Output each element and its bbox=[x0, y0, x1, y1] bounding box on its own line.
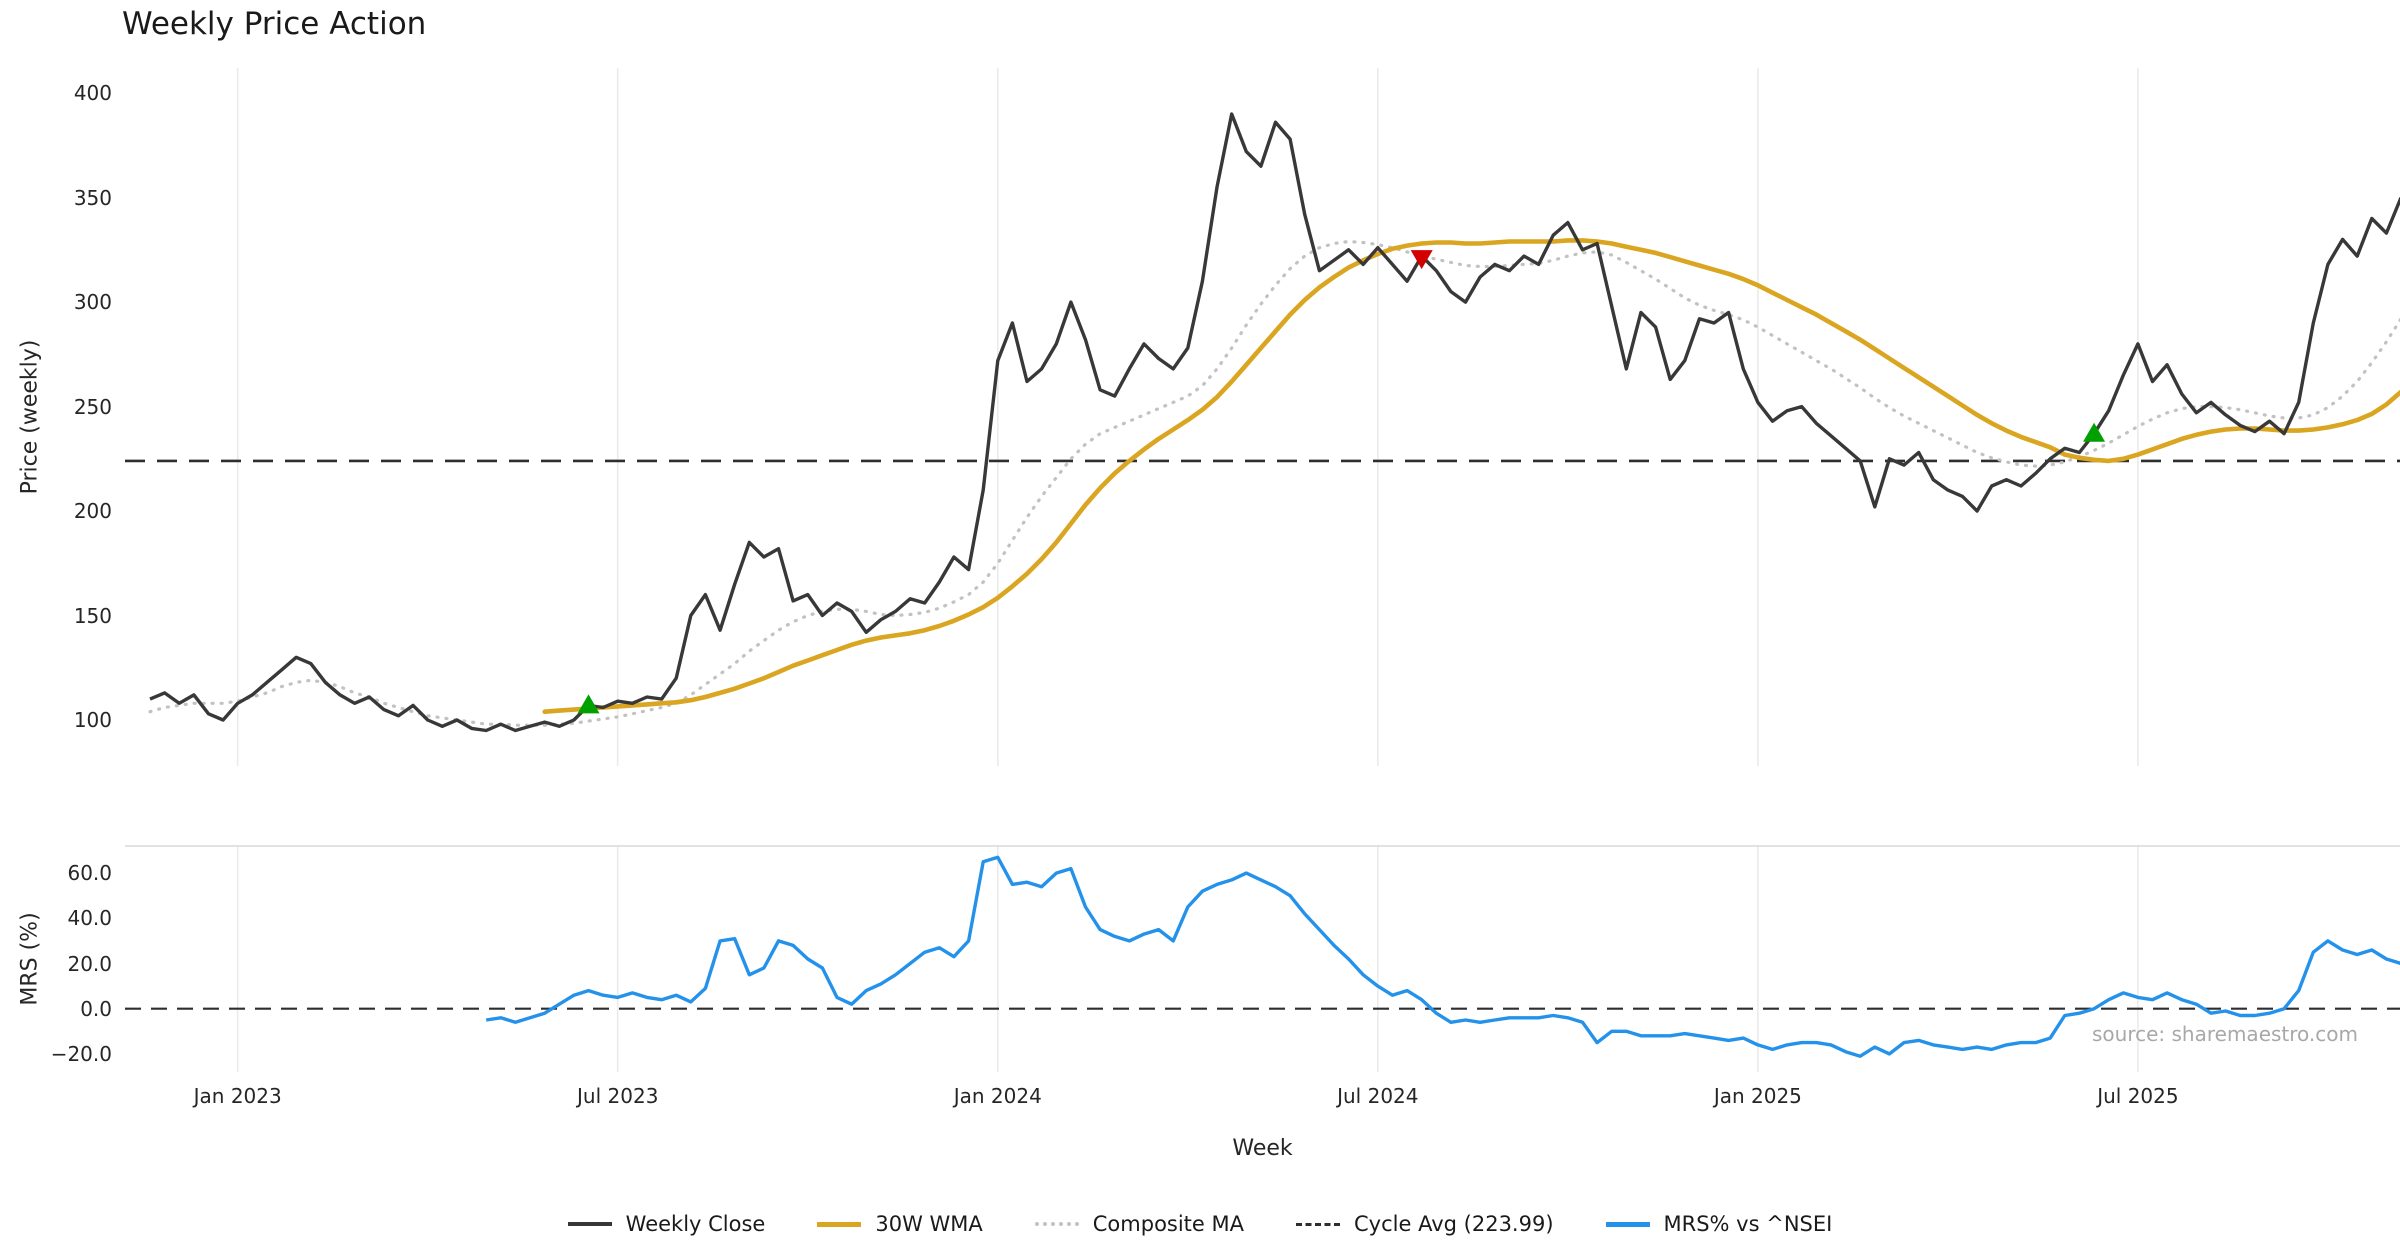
mrs-line bbox=[485, 855, 2400, 1058]
mrs-ytick-label: 40.0 bbox=[67, 906, 112, 931]
source-note: source: sharemaestro.com bbox=[2092, 1022, 2358, 1046]
buy-marker bbox=[577, 694, 600, 714]
price-ytick-labels: 100 150 200 250 300 350 400 bbox=[0, 0, 112, 1260]
legend-item-30w-wma: 30W WMA bbox=[817, 1212, 983, 1236]
mrs-ytick-label: 0.0 bbox=[80, 996, 112, 1021]
x-tick-labels: Jan 2023 Jul 2023 Jan 2024 Jul 2024 Jan 2025… bbox=[0, 1084, 2400, 1112]
price-ytick-label: 150 bbox=[73, 603, 112, 628]
legend-label-weekly-close: Weekly Close bbox=[625, 1212, 766, 1236]
chart-title: Weekly Price Action bbox=[122, 6, 427, 42]
sell-marker bbox=[1410, 250, 1433, 270]
legend-label-30w-wma: 30W WMA bbox=[875, 1212, 983, 1236]
legend: Weekly Close 30W WMA Composite MA Cycle … bbox=[0, 1212, 2400, 1236]
x-tick-label: Jan 2023 bbox=[193, 1084, 282, 1108]
legend-label-mrs: MRS% vs ^NSEI bbox=[1663, 1212, 1833, 1236]
mrs-ytick-label: −20.0 bbox=[50, 1041, 112, 1066]
price-ytick-label: 250 bbox=[73, 394, 112, 419]
weekly-close-line bbox=[149, 112, 2400, 733]
x-tick-label: Jul 2025 bbox=[2097, 1084, 2179, 1108]
x-tick-label: Jan 2025 bbox=[1713, 1084, 1802, 1108]
x-tick-label: Jul 2023 bbox=[577, 1084, 659, 1108]
price-ytick-label: 350 bbox=[73, 185, 112, 210]
x-axis-label: Week bbox=[1232, 1136, 1293, 1161]
legend-label-composite-ma: Composite MA bbox=[1092, 1212, 1245, 1236]
mrs-ytick-labels: 60.0 40.0 20.0 0.0 −20.0 bbox=[0, 0, 112, 1260]
price-ytick-label: 400 bbox=[73, 81, 112, 106]
legend-item-mrs: MRS% vs ^NSEI bbox=[1605, 1212, 1833, 1236]
legend-label-cycle-avg: Cycle Avg (223.99) bbox=[1354, 1212, 1554, 1236]
composite-ma-line bbox=[148, 239, 2400, 727]
weekly-close-line-swatch bbox=[567, 1222, 612, 1226]
wma-line-swatch bbox=[817, 1221, 862, 1227]
price-ytick-label: 100 bbox=[73, 708, 112, 733]
legend-item-composite-ma: Composite MA bbox=[1034, 1212, 1245, 1236]
buy-marker bbox=[2083, 422, 2106, 442]
composite-ma-line-swatch bbox=[1034, 1222, 1079, 1226]
wma-line bbox=[542, 238, 2400, 714]
x-tick-label: Jul 2024 bbox=[1337, 1084, 1419, 1108]
mrs-line-swatch bbox=[1605, 1221, 1650, 1227]
price-ytick-label: 200 bbox=[73, 499, 112, 524]
legend-item-cycle-avg: Cycle Avg (223.99) bbox=[1296, 1212, 1554, 1236]
price-ytick-label: 300 bbox=[73, 290, 112, 315]
mrs-ytick-label: 60.0 bbox=[67, 861, 112, 886]
cycle-avg-line-swatch bbox=[1296, 1222, 1341, 1226]
mrs-ytick-label: 20.0 bbox=[67, 951, 112, 976]
legend-item-weekly-close: Weekly Close bbox=[567, 1212, 766, 1236]
x-tick-label: Jan 2024 bbox=[953, 1084, 1042, 1108]
